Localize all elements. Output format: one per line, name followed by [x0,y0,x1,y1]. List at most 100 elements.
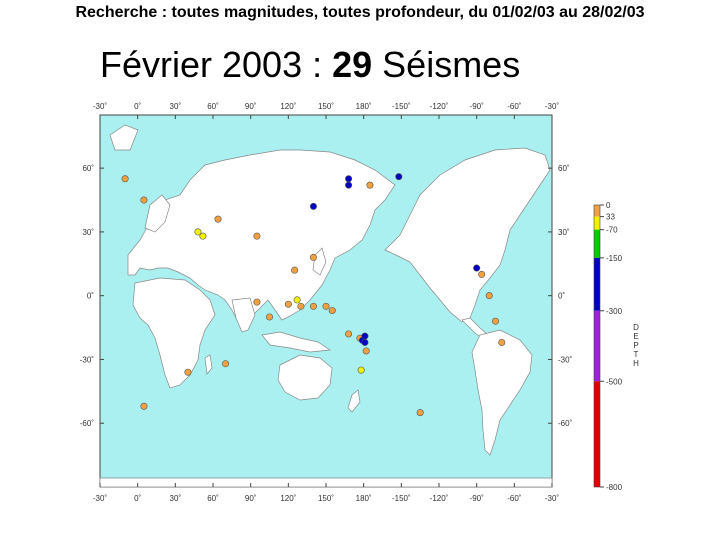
lat-label-left: -30˚ [80,355,95,364]
map-title: Février 2003 : 29 Séismes [100,44,520,86]
land-indonesia [261,331,332,353]
lat-label-right: 60˚ [558,164,570,173]
lon-label-top: -30˚ [545,102,560,111]
event-count: 29 [332,44,373,85]
lon-label-top: 150˚ [318,102,334,111]
earthquake-marker [284,300,292,308]
earthquake-marker [253,298,261,306]
earthquake-marker [140,196,148,204]
lat-label-right: 30˚ [558,228,570,237]
lon-label-bottom: -150˚ [392,494,411,503]
earthquake-marker [265,313,273,321]
land-australia [277,354,333,401]
earthquake-marker [478,270,486,278]
earthquake-marker [293,296,301,304]
lon-label-top: 0˚ [134,102,141,111]
earthquake-marker [416,409,424,417]
lat-label-right: -60˚ [558,419,573,428]
depth-axis-letter: D [633,323,639,332]
title-prefix: Février 2003 : [100,44,333,85]
longitude-labels-bottom: -30˚ 0˚ 30˚ 60˚ 90˚ 120˚ 150˚ 180˚ -150˚ -120˚ -90… [93,483,560,503]
depth-axis-letter: P [633,341,638,350]
depth-band [594,310,600,382]
land-scandinavia [144,194,171,233]
land-arctic-islands [109,124,139,151]
lon-label-top: -30˚ [93,102,108,111]
lon-label-bottom: -60˚ [507,494,522,503]
lon-label-bottom: 30˚ [170,494,182,503]
lon-label-top: -150˚ [392,102,411,111]
earthquake-markers [121,173,506,417]
lon-label-bottom: 180˚ [356,494,372,503]
depth-tick-label: -300 [606,307,623,316]
latitude-labels-right: 60˚ 30˚ 0˚ -30˚ -60˚ [548,164,573,428]
lon-label-bottom: 60˚ [207,494,219,503]
depth-tick-label: -500 [606,377,623,386]
lon-label-top: 120˚ [280,102,296,111]
depth-band [594,257,600,311]
earthquake-marker [366,181,374,189]
earthquake-marker [199,232,207,240]
earthquake-marker [357,366,365,374]
earthquake-marker [345,175,353,183]
lon-label-top: 30˚ [170,102,182,111]
lat-label-right: 0˚ [558,292,565,301]
lon-label-bottom: 120˚ [280,494,296,503]
earthquake-marker [345,181,353,189]
earthquake-marker [297,302,305,310]
depth-axis-letter: T [634,350,639,359]
lon-label-bottom: 0˚ [134,494,141,503]
lon-label-bottom: -120˚ [430,494,449,503]
lon-label-top: -90˚ [470,102,485,111]
title-suffix: Séismes [372,44,521,85]
lon-label-bottom: -30˚ [545,494,560,503]
land-eurasia [127,149,396,326]
earthquake-marker [140,402,148,410]
lat-label-right: -30˚ [558,355,573,364]
depth-band [594,216,600,230]
lon-label-top: -60˚ [507,102,522,111]
earthquake-marker [328,307,336,315]
earthquake-marker [184,368,192,376]
earthquake-marker [361,332,369,340]
lon-label-top: 90˚ [245,102,257,111]
lon-label-top: 60˚ [207,102,219,111]
latitude-labels-left: 60˚ 30˚ 0˚ -30˚ -60˚ [80,164,104,428]
lat-label-left: 60˚ [82,164,94,173]
depth-axis-letter: H [633,359,639,368]
lat-label-left: 0˚ [87,292,94,301]
depth-scale-frame [593,204,601,488]
lon-label-top: -120˚ [430,102,449,111]
depth-axis-letter: E [633,332,638,341]
depth-band [594,381,600,487]
land-japan [312,247,327,276]
depth-tick-label: -150 [606,254,623,263]
lon-label-bottom: 150˚ [318,494,334,503]
land-north-america [384,147,551,323]
earthquake-marker [309,302,317,310]
earthquake-marker [291,266,299,274]
earthquake-marker [121,175,129,183]
depth-band [594,229,600,258]
depth-tick-label: 33 [606,213,615,222]
earthquake-marker [322,302,330,310]
earthquake-marker [309,202,317,210]
longitude-labels-top: -30˚ 0˚ 30˚ 60˚ 90˚ 120˚ 150˚ 180˚ -150˚ -120˚ -90… [93,102,560,119]
land-masses [99,124,553,488]
lon-label-bottom: -30˚ [93,494,108,503]
depth-tick-label: 0 [606,201,611,210]
depth-tick-label: -800 [606,483,623,492]
land-south-america [471,329,533,456]
earthquake-marker [362,347,370,355]
earthquake-marker [395,173,403,181]
earthquake-marker [214,215,222,223]
earthquake-marker [491,317,499,325]
depth-band [594,205,600,217]
earthquake-marker [345,330,353,338]
earthquake-marker [253,232,261,240]
lon-label-bottom: 90˚ [245,494,257,503]
lat-label-left: 30˚ [82,228,94,237]
lat-label-left: -60˚ [80,419,95,428]
